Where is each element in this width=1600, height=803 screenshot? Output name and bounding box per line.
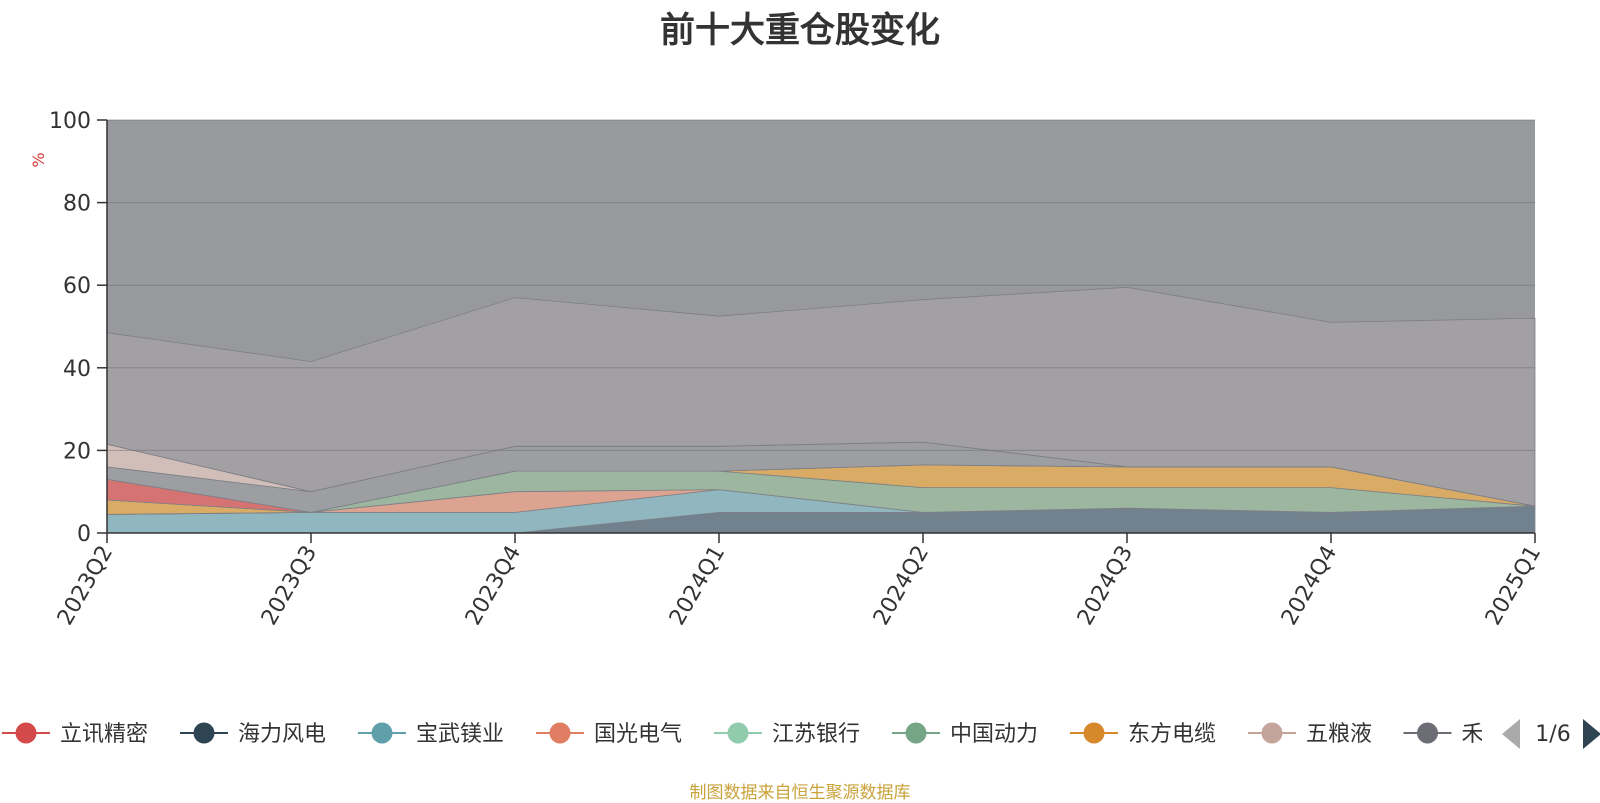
legend-item-7: 五粮液 — [1248, 722, 1372, 747]
area-upper-band — [106, 286, 1536, 507]
legend-item-5: 中国动力 — [892, 722, 1038, 747]
legend-swatch-dot — [727, 722, 749, 744]
y-tick-label-4: 80 — [63, 192, 91, 217]
legend-item-3: 国光电气 — [536, 722, 682, 747]
x-tick-label-2: 2023Q4 — [461, 542, 526, 630]
legend-label: 禾 — [1462, 722, 1484, 747]
y-axis-label: % — [29, 152, 48, 167]
x-tick-label-7: 2025Q1 — [1481, 542, 1546, 630]
legend-page-indicator: 1/6 — [1535, 722, 1570, 747]
legend-swatch-dot — [15, 722, 37, 744]
legend-label: 宝武镁业 — [416, 722, 504, 747]
y-tick-label-2: 40 — [63, 357, 91, 382]
legend-swatch-dot — [549, 722, 571, 744]
x-tick-label-4: 2024Q2 — [869, 542, 934, 630]
legend-prev-arrow-icon[interactable] — [1502, 719, 1520, 749]
legend-item-8: 禾 — [1403, 722, 1484, 747]
y-tick-label-0: 0 — [77, 522, 91, 547]
legend-label: 东方电缆 — [1128, 722, 1216, 747]
legend-label: 立讯精密 — [60, 722, 148, 747]
legend-label: 江苏银行 — [772, 722, 860, 747]
source-note: 制图数据来自恒生聚源数据库 — [689, 783, 911, 803]
legend-label: 海力风电 — [238, 722, 326, 747]
area-series-layer — [106, 286, 1536, 534]
legend-item-1: 海力风电 — [180, 722, 326, 747]
legend-swatch-dot — [371, 722, 393, 744]
legend-item-4: 江苏银行 — [714, 722, 860, 747]
legend-swatch-dot — [905, 722, 927, 744]
legend-item-6: 东方电缆 — [1070, 722, 1216, 747]
legend-items: 立讯精密 海力风电 宝武镁业 国光电气 江苏银行 中国动力 东方电缆 五粮液 禾 — [2, 722, 1484, 747]
y-tick-label-5: 100 — [49, 109, 91, 134]
legend-item-0: 立讯精密 — [2, 722, 148, 747]
chart-title: 前十大重仓股变化 — [659, 11, 940, 51]
x-tick-label-0: 2023Q2 — [53, 542, 118, 630]
legend-label: 中国动力 — [950, 722, 1038, 747]
x-tick-label-3: 2024Q1 — [665, 542, 730, 630]
legend-label: 国光电气 — [594, 722, 682, 747]
legend-label: 五粮液 — [1306, 722, 1372, 747]
y-tick-label-3: 60 — [63, 274, 91, 299]
legend-item-2: 宝武镁业 — [358, 722, 504, 747]
y-tick-label-1: 20 — [63, 439, 91, 464]
legend-swatch-dot — [1417, 722, 1438, 744]
x-tick-label-1: 2023Q3 — [257, 542, 322, 630]
legend-swatch-dot — [1083, 722, 1105, 744]
legend-swatch-dot — [1261, 722, 1283, 744]
legend: 立讯精密 海力风电 宝武镁业 国光电气 江苏银行 中国动力 东方电缆 五粮液 禾 1/6 — [2, 719, 1600, 749]
x-tick-label-5: 2024Q3 — [1073, 542, 1138, 630]
x-tick-label-6: 2024Q4 — [1277, 542, 1342, 630]
legend-next-arrow-icon[interactable] — [1583, 719, 1600, 749]
legend-swatch-dot — [193, 722, 215, 744]
